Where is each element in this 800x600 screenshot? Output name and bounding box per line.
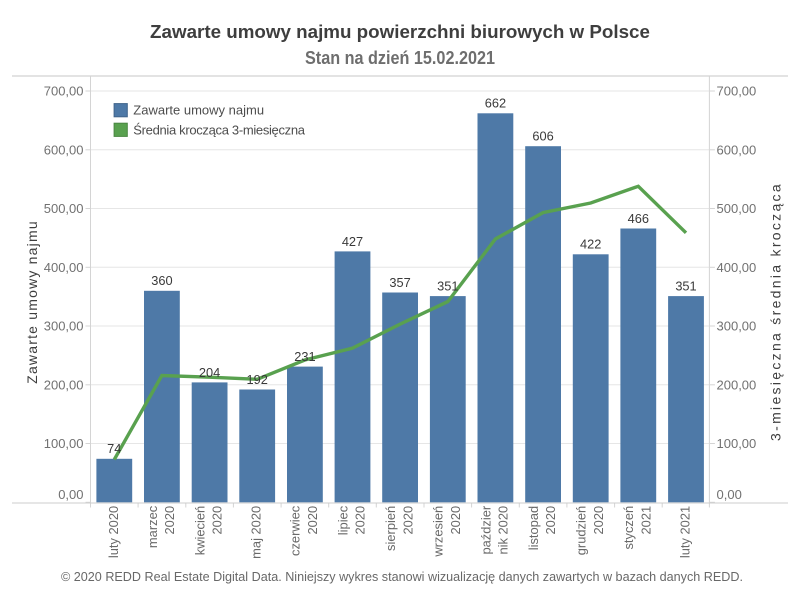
svg-text:466: 466 xyxy=(628,211,649,226)
svg-text:427: 427 xyxy=(342,234,363,249)
svg-text:luty 2020: luty 2020 xyxy=(106,506,121,558)
svg-text:200,00: 200,00 xyxy=(717,377,757,392)
svg-text:2020: 2020 xyxy=(162,506,177,535)
svg-text:360: 360 xyxy=(151,273,172,288)
svg-text:662: 662 xyxy=(485,96,506,111)
svg-text:Średnia krocząca 3-miesięczna: Średnia krocząca 3-miesięczna xyxy=(133,122,305,137)
svg-text:2020: 2020 xyxy=(591,506,606,535)
svg-text:422: 422 xyxy=(580,237,601,252)
svg-text:0,00: 0,00 xyxy=(717,487,742,502)
svg-text:listopad: listopad xyxy=(526,506,541,550)
svg-text:231: 231 xyxy=(294,349,315,364)
svg-text:2020: 2020 xyxy=(353,506,368,535)
svg-text:600,00: 600,00 xyxy=(717,142,757,157)
svg-text:2020: 2020 xyxy=(543,506,558,535)
svg-text:lipiec: lipiec xyxy=(335,505,350,535)
svg-text:606: 606 xyxy=(532,129,553,144)
svg-text:400,00: 400,00 xyxy=(717,260,757,275)
svg-text:100,00: 100,00 xyxy=(44,436,84,451)
svg-text:400,00: 400,00 xyxy=(44,260,84,275)
svg-text:maj 2020: maj 2020 xyxy=(249,506,264,559)
svg-text:Zawarte umowy najmu: Zawarte umowy najmu xyxy=(24,220,40,384)
svg-text:351: 351 xyxy=(675,279,696,294)
svg-text:kwiecień: kwiecień xyxy=(192,506,207,555)
svg-text:marzec: marzec xyxy=(145,505,160,548)
svg-text:300,00: 300,00 xyxy=(717,319,757,334)
svg-text:351: 351 xyxy=(437,279,458,294)
svg-text:0,00: 0,00 xyxy=(58,487,83,502)
svg-text:700,00: 700,00 xyxy=(717,84,757,99)
svg-text:3-miesięczna średnia krocząca: 3-miesięczna średnia krocząca xyxy=(768,182,784,441)
svg-text:357: 357 xyxy=(389,275,410,290)
svg-text:sierpień: sierpień xyxy=(383,506,398,551)
svg-text:74: 74 xyxy=(107,441,121,456)
svg-text:192: 192 xyxy=(247,372,268,387)
svg-text:2020: 2020 xyxy=(400,506,415,535)
svg-text:Zawarte umowy najmu: Zawarte umowy najmu xyxy=(133,103,264,118)
svg-text:wrzesień: wrzesień xyxy=(431,506,446,558)
svg-text:200,00: 200,00 xyxy=(44,377,84,392)
svg-text:2020: 2020 xyxy=(448,506,463,535)
svg-text:nik 2020: nik 2020 xyxy=(496,506,511,555)
svg-text:grudzień: grudzień xyxy=(573,506,588,555)
svg-text:2020: 2020 xyxy=(210,506,225,535)
svg-text:100,00: 100,00 xyxy=(717,436,757,451)
svg-text:500,00: 500,00 xyxy=(44,201,84,216)
svg-text:paździer: paździer xyxy=(478,505,493,554)
svg-text:styczeń: styczeń xyxy=(621,506,636,550)
svg-text:czerwiec: czerwiec xyxy=(288,505,303,556)
svg-text:2020: 2020 xyxy=(305,506,320,535)
svg-text:luty 2021: luty 2021 xyxy=(677,506,692,558)
svg-text:204: 204 xyxy=(199,365,220,380)
svg-text:500,00: 500,00 xyxy=(717,201,757,216)
svg-text:2021: 2021 xyxy=(638,506,653,535)
svg-text:700,00: 700,00 xyxy=(44,84,84,99)
svg-text:300,00: 300,00 xyxy=(44,319,84,334)
svg-text:600,00: 600,00 xyxy=(44,142,84,157)
